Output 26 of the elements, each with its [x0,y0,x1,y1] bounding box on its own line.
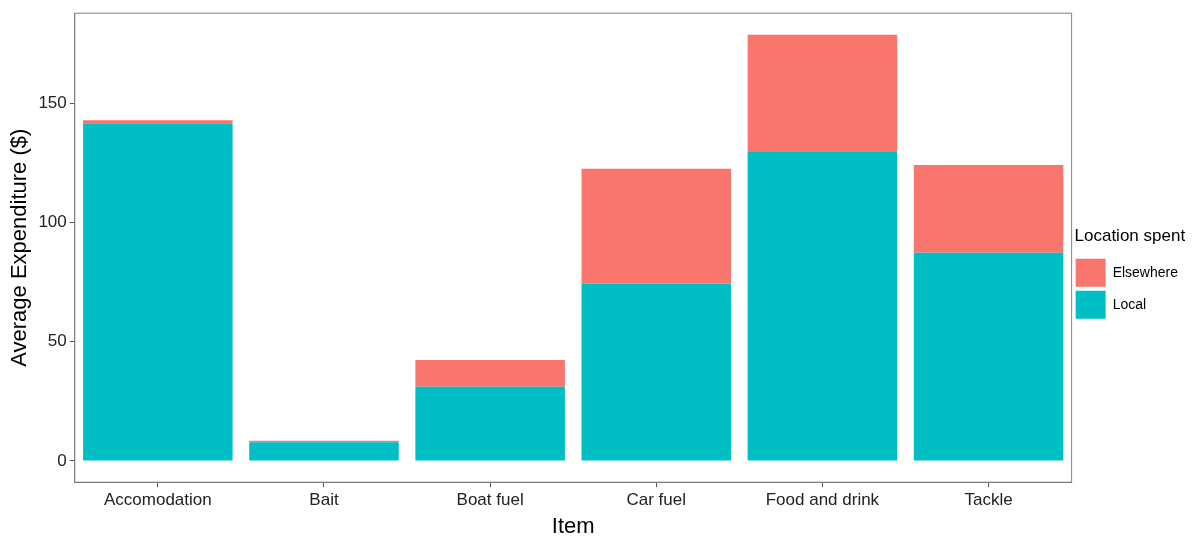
x-tick-label: Boat fuel [456,490,524,510]
bar [249,442,399,461]
bar [747,34,898,153]
bar [747,152,898,461]
bar [415,386,565,461]
x-axis-title: Item [551,512,595,538]
y-tick-label: 150 [38,92,67,112]
y-tick-label: 100 [38,212,67,232]
y-axis-title: Average Expenditure ($) [6,128,32,367]
bar [83,123,233,461]
bar [913,164,1064,253]
legend-label: Local [1112,295,1147,312]
bar [913,252,1064,461]
bar [415,360,565,387]
x-tick-label: Accomodation [103,490,212,510]
y-tick-label: 0 [57,450,67,470]
bar [83,120,233,124]
y-tick-label: 50 [47,331,67,351]
x-tick-label: Car fuel [626,490,687,510]
legend-title: Location spent [1074,226,1186,246]
bar [581,168,732,284]
x-tick-label: Tackle [964,490,1013,510]
bar [581,283,732,461]
legend-label: Elsewhere [1112,263,1179,280]
x-tick-label: Food and drink [765,490,880,510]
x-tick-label: Bait [309,490,339,510]
